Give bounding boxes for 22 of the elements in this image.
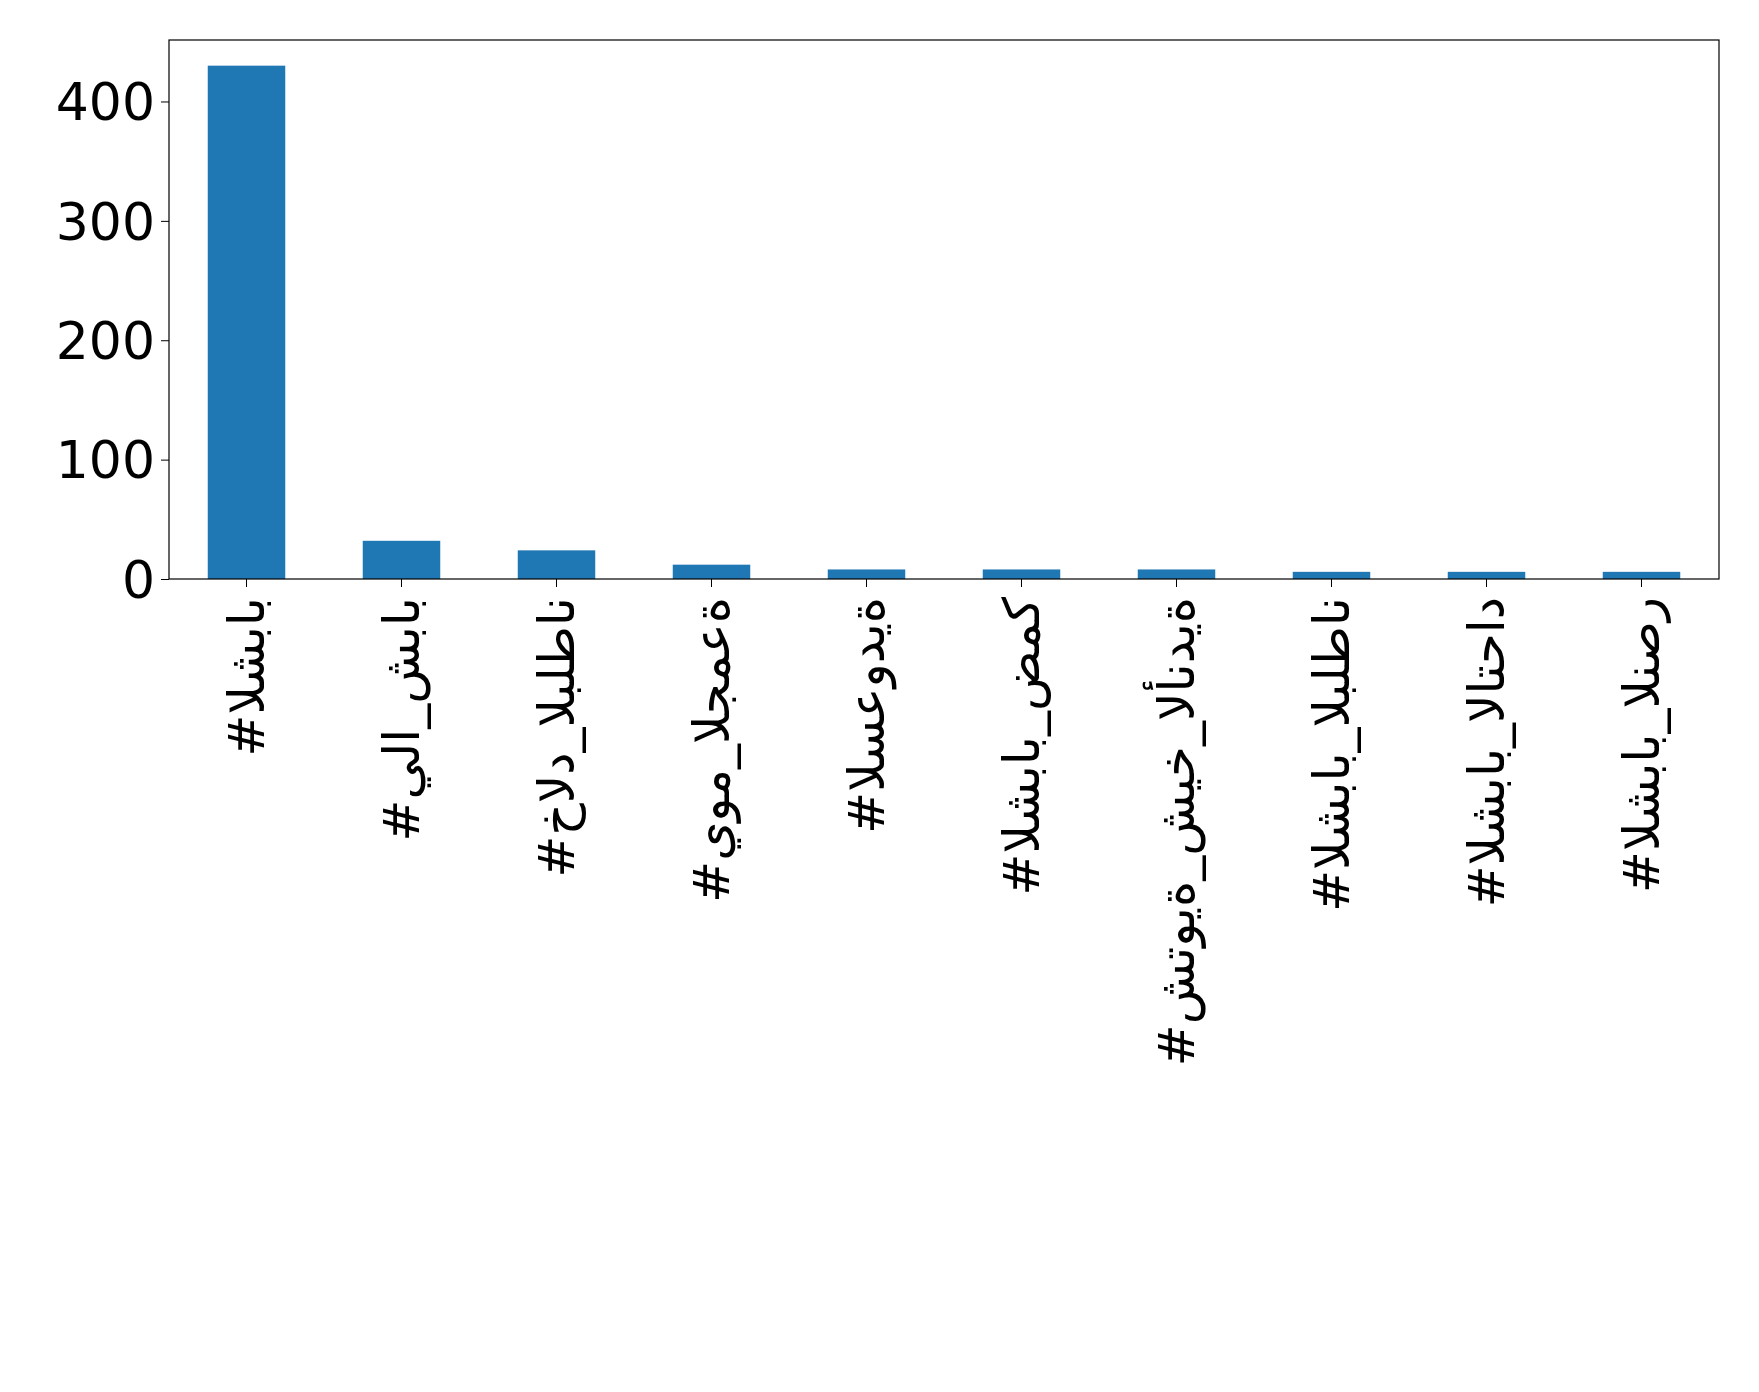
y-tick-label: 400 <box>55 72 155 133</box>
x-tick-label: #الشباب_ضمك <box>993 596 1051 896</box>
bar <box>1137 569 1216 579</box>
bar <box>982 569 1061 579</box>
x-tick-label: #الشباب_الاتحاد <box>1458 597 1516 908</box>
x-tick-label: #الشباب_البلطان <box>1303 597 1361 912</box>
x-tick-label: #يلا_شباب <box>373 597 431 842</box>
bar <box>672 564 751 579</box>
y-tick-label: 200 <box>55 310 155 371</box>
x-tick-label: #خالد_البلطان <box>528 597 586 878</box>
x-tick-label: #الشباب_النصر <box>1613 597 1671 893</box>
bar <box>207 65 286 579</box>
x-tick-label: #شتوية_شيخ_الأندية <box>1142 597 1206 1067</box>
bar <box>362 540 441 579</box>
x-tick-label: #الشباب <box>218 597 276 757</box>
bar <box>517 550 596 579</box>
bar <box>827 569 906 579</box>
y-tick-label: 100 <box>55 430 155 491</box>
y-tick-label: 0 <box>121 549 155 610</box>
y-tick-label: 300 <box>55 191 155 252</box>
x-tick-label: #السعودية <box>838 597 897 834</box>
x-tick-label: #يوم_الجمعة <box>683 597 741 903</box>
